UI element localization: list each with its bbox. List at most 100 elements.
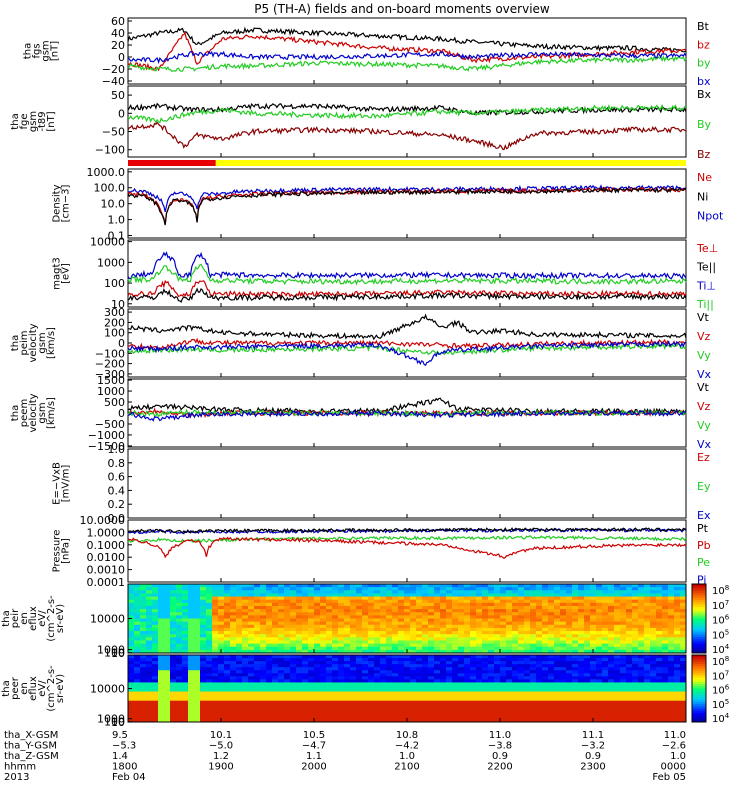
heatmap-cell [260,637,267,641]
heatmap-cell [362,637,369,641]
heatmap-cell [236,618,243,623]
heatmap-cell [326,587,333,591]
legend-entry: by [697,57,711,70]
heatmap-cell [194,655,201,659]
heatmap-cell [566,685,573,689]
heatmap-cell [560,718,567,723]
y-tick-label: 0 [118,107,125,120]
heatmap-cell [488,627,495,632]
heatmap-cell [308,631,315,635]
heatmap-cell [332,627,339,632]
heatmap-cell [374,700,381,705]
heatmap-cell [332,590,339,594]
y-axis-label-line: [nT] [50,41,61,61]
heatmap-cell [470,631,477,635]
heatmap-cell [608,688,615,693]
heatmap-cell [608,706,615,711]
heatmap-cell [242,658,249,662]
heatmap-cell [524,590,531,594]
heatmap-cell [242,612,249,616]
heatmap-cell [410,587,417,591]
heatmap-cell [218,646,225,651]
heatmap-cell [662,682,669,686]
heatmap-cell [272,709,279,714]
heatmap-cell [368,706,375,711]
heatmap-cell [200,593,207,598]
heatmap-cell [194,634,201,638]
heatmap-cell [620,661,627,665]
heatmap-cell [338,685,345,689]
heatmap-cell [368,685,375,689]
heatmap-cell [380,697,387,702]
heatmap-cell [512,715,519,720]
heatmap-cell [272,646,279,651]
heatmap-cell [218,658,225,662]
heatmap-cell [446,634,453,638]
heatmap-cell [548,643,555,648]
heatmap-cell [584,615,591,619]
heatmap-cell [278,664,285,668]
heatmap-cell [296,715,303,720]
heatmap-cell [290,703,297,708]
y-axis-label-line: tha [23,43,34,59]
heatmap-cell [578,587,585,591]
heatmap-cell [626,612,633,616]
heatmap-cell [620,618,627,623]
heatmap-cell [620,718,627,723]
heatmap-cell [158,590,165,594]
heatmap-cell [248,609,255,613]
heatmap-cell [164,621,171,626]
heatmap-cell [344,703,351,708]
heatmap-cell [314,682,321,686]
heatmap-cell [230,655,237,659]
heatmap-cell [500,673,507,677]
heatmap-cell [608,637,615,641]
heatmap-cell [506,691,513,696]
heatmap-cell [266,609,273,613]
heatmap-cell [458,667,465,671]
heatmap-cell [182,624,189,629]
heatmap-cell [608,709,615,714]
heatmap-cell [494,618,501,623]
heatmap-cell [212,646,219,651]
heatmap-cell [626,703,633,708]
heatmap-cell [224,688,231,693]
heatmap-cell [254,587,261,591]
heatmap-cell [620,694,627,699]
heatmap-cell [662,634,669,638]
heatmap-cell [374,640,381,645]
heatmap-cell [320,584,327,588]
heatmap-cell [326,688,333,693]
heatmap-cell [470,643,477,648]
heatmap-cell [434,646,441,651]
heatmap-cell [392,602,399,607]
heatmap-cell [404,593,411,598]
heatmap-cell [590,631,597,635]
heatmap-cell [218,676,225,680]
heatmap-cell [218,664,225,668]
heatmap-cell [242,602,249,607]
heatmap-cell [572,631,579,635]
heatmap-cell [170,712,177,717]
heatmap-cell [356,609,363,613]
heatmap-cell [398,703,405,708]
heatmap-cell [632,584,639,588]
heatmap-cell [290,627,297,632]
heatmap-cell [362,688,369,693]
heatmap-cell [584,667,591,671]
heatmap-cell [314,627,321,632]
heatmap-cell [302,618,309,623]
heatmap-cell [680,703,687,708]
colorbar-cell [692,627,706,631]
heatmap-cell [548,624,555,629]
heatmap-cell [650,715,657,720]
heatmap-cell [458,703,465,708]
heatmap-cell [626,640,633,645]
heatmap-cell [494,667,501,671]
heatmap-cell [236,667,243,671]
heatmap-cell [470,700,477,705]
heatmap-cell [494,590,501,594]
heatmap-cell [470,649,477,654]
heatmap-cell [194,590,201,594]
heatmap-cell [302,627,309,632]
